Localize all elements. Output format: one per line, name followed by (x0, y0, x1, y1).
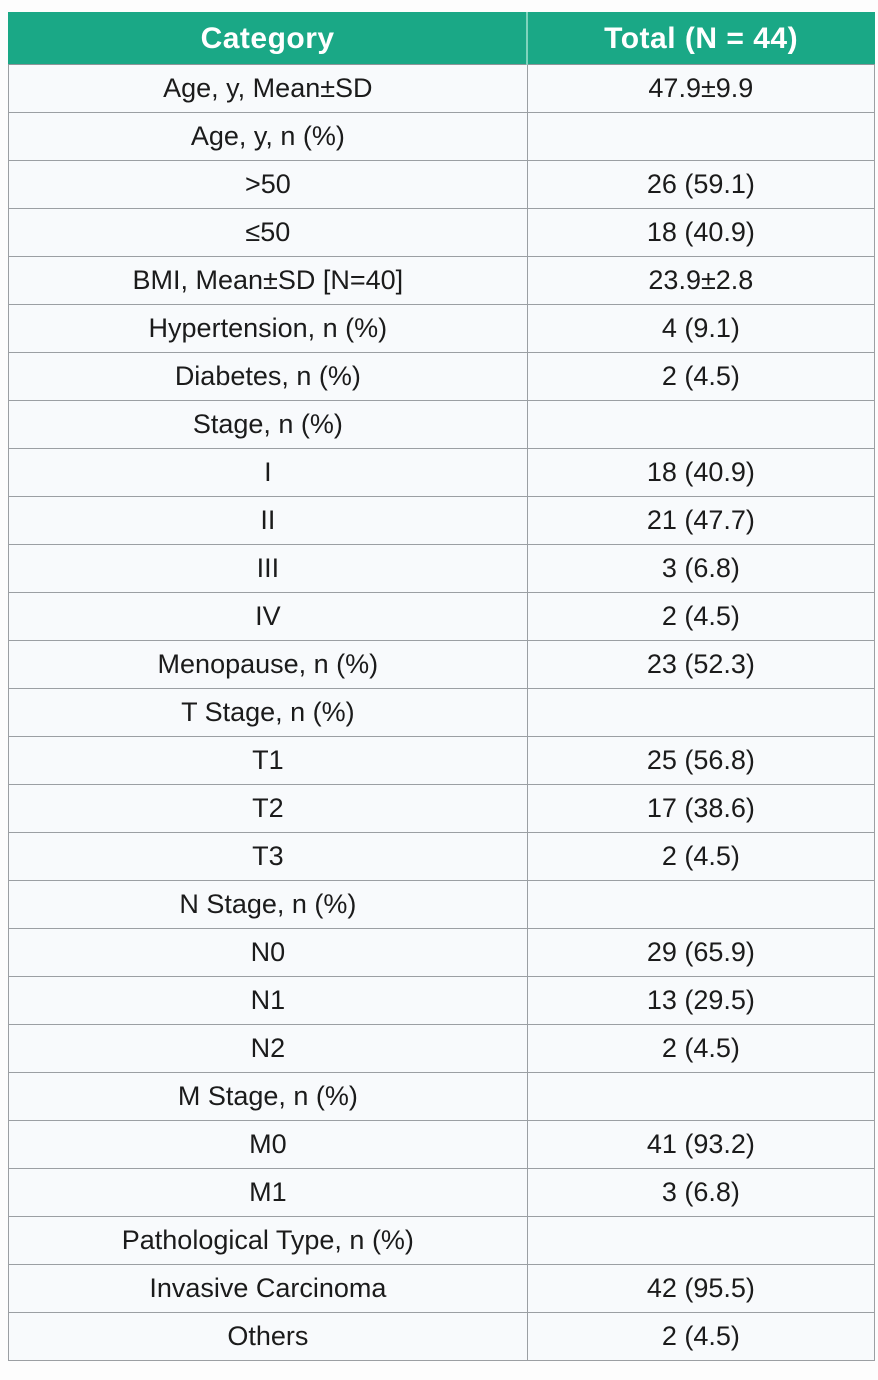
category-cell: M1 (8, 1168, 528, 1217)
table-row: Age, y, n (%) (8, 112, 876, 161)
table-row: M0 41 (93.2) (8, 1120, 876, 1169)
table-row: N Stage, n (%) (8, 880, 876, 929)
value-cell: 4 (9.1) (526, 304, 876, 353)
category-cell: Age, y, n (%) (8, 112, 528, 161)
header-row: Category Total (N = 44) (8, 12, 876, 65)
table-row: IV 2 (4.5) (8, 592, 876, 641)
category-cell: >50 (8, 160, 528, 209)
category-cell: N Stage, n (%) (8, 880, 528, 929)
header-category: Category (8, 12, 528, 65)
table-row: ≤50 18 (40.9) (8, 208, 876, 257)
value-cell (526, 1216, 876, 1265)
value-cell: 3 (6.8) (526, 1168, 876, 1217)
value-cell (526, 400, 876, 449)
category-cell: Others (8, 1312, 528, 1361)
table-row: T1 25 (56.8) (8, 736, 876, 785)
table-row: T Stage, n (%) (8, 688, 876, 737)
value-cell: 2 (4.5) (526, 832, 876, 881)
table-row: II 21 (47.7) (8, 496, 876, 545)
category-cell: ≤50 (8, 208, 528, 257)
value-cell: 23.9±2.8 (526, 256, 876, 305)
table-row: Stage, n (%) (8, 400, 876, 449)
header-total: Total (N = 44) (526, 12, 876, 65)
category-cell: T1 (8, 736, 528, 785)
category-cell: T2 (8, 784, 528, 833)
table-row: Hypertension, n (%) 4 (9.1) (8, 304, 876, 353)
table-row: Invasive Carcinoma 42 (95.5) (8, 1264, 876, 1313)
table-row: M1 3 (6.8) (8, 1168, 876, 1217)
table-row: I 18 (40.9) (8, 448, 876, 497)
category-cell: Stage, n (%) (8, 400, 528, 449)
category-cell: III (8, 544, 528, 593)
category-cell: Pathological Type, n (%) (8, 1216, 528, 1265)
value-cell: 47.9±9.9 (526, 64, 876, 113)
table-row: Diabetes, n (%) 2 (4.5) (8, 352, 876, 401)
value-cell: 26 (59.1) (526, 160, 876, 209)
table-header: Category Total (N = 44) (8, 12, 876, 65)
table-row: Pathological Type, n (%) (8, 1216, 876, 1265)
category-cell: M0 (8, 1120, 528, 1169)
value-cell: 3 (6.8) (526, 544, 876, 593)
value-cell: 42 (95.5) (526, 1264, 876, 1313)
category-cell: T3 (8, 832, 528, 881)
value-cell: 29 (65.9) (526, 928, 876, 977)
table-row: BMI, Mean±SD [N=40] 23.9±2.8 (8, 256, 876, 305)
table-row: N0 29 (65.9) (8, 928, 876, 977)
value-cell: 13 (29.5) (526, 976, 876, 1025)
value-cell: 41 (93.2) (526, 1120, 876, 1169)
value-cell: 21 (47.7) (526, 496, 876, 545)
table-row: III 3 (6.8) (8, 544, 876, 593)
value-cell: 2 (4.5) (526, 352, 876, 401)
value-cell: 23 (52.3) (526, 640, 876, 689)
table-row: T3 2 (4.5) (8, 832, 876, 881)
category-cell: M Stage, n (%) (8, 1072, 528, 1121)
category-cell: Menopause, n (%) (8, 640, 528, 689)
category-cell: I (8, 448, 528, 497)
category-cell: Hypertension, n (%) (8, 304, 528, 353)
table-row: M Stage, n (%) (8, 1072, 876, 1121)
value-cell (526, 880, 876, 929)
table-row: T2 17 (38.6) (8, 784, 876, 833)
table-row: Others 2 (4.5) (8, 1312, 876, 1361)
value-cell: 25 (56.8) (526, 736, 876, 785)
value-cell: 2 (4.5) (526, 1024, 876, 1073)
category-cell: N2 (8, 1024, 528, 1073)
category-cell: N0 (8, 928, 528, 977)
value-cell (526, 688, 876, 737)
value-cell: 2 (4.5) (526, 592, 876, 641)
table-row: N2 2 (4.5) (8, 1024, 876, 1073)
value-cell: 2 (4.5) (526, 1312, 876, 1361)
category-cell: T Stage, n (%) (8, 688, 528, 737)
table-row: N1 13 (29.5) (8, 976, 876, 1025)
category-cell: BMI, Mean±SD [N=40] (8, 256, 528, 305)
table-row: Menopause, n (%) 23 (52.3) (8, 640, 876, 689)
table-row: >50 26 (59.1) (8, 160, 876, 209)
category-cell: Diabetes, n (%) (8, 352, 528, 401)
value-cell: 18 (40.9) (526, 208, 876, 257)
value-cell (526, 112, 876, 161)
clinical-characteristics-table: Category Total (N = 44) Age, y, Mean±SD 4… (8, 12, 876, 1361)
table-row: Age, y, Mean±SD 47.9±9.9 (8, 64, 876, 113)
value-cell: 17 (38.6) (526, 784, 876, 833)
category-cell: N1 (8, 976, 528, 1025)
category-cell: Age, y, Mean±SD (8, 64, 528, 113)
value-cell (526, 1072, 876, 1121)
value-cell: 18 (40.9) (526, 448, 876, 497)
category-cell: II (8, 496, 528, 545)
table-body: Age, y, Mean±SD 47.9±9.9 Age, y, n (%) >50 2… (8, 64, 876, 1361)
category-cell: Invasive Carcinoma (8, 1264, 528, 1313)
category-cell: IV (8, 592, 528, 641)
